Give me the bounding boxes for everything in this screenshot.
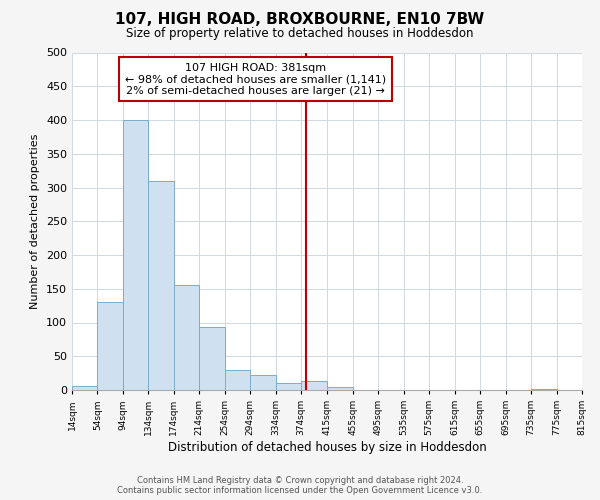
X-axis label: Distribution of detached houses by size in Hoddesdon: Distribution of detached houses by size … xyxy=(167,441,487,454)
Bar xyxy=(250,375,276,390)
Text: 107, HIGH ROAD, BROXBOURNE, EN10 7BW: 107, HIGH ROAD, BROXBOURNE, EN10 7BW xyxy=(115,12,485,28)
Bar xyxy=(97,302,123,390)
Bar xyxy=(174,286,199,390)
Bar xyxy=(328,386,353,390)
Bar xyxy=(301,380,328,390)
Bar xyxy=(225,370,250,390)
Text: Size of property relative to detached houses in Hoddesdon: Size of property relative to detached ho… xyxy=(126,28,474,40)
Text: Contains HM Land Registry data © Crown copyright and database right 2024.
Contai: Contains HM Land Registry data © Crown c… xyxy=(118,476,482,495)
Text: 107 HIGH ROAD: 381sqm
← 98% of detached houses are smaller (1,141)
2% of semi-de: 107 HIGH ROAD: 381sqm ← 98% of detached … xyxy=(125,62,386,96)
Bar xyxy=(199,327,225,390)
Bar xyxy=(123,120,148,390)
Y-axis label: Number of detached properties: Number of detached properties xyxy=(31,134,40,309)
Bar xyxy=(276,383,301,390)
Bar xyxy=(148,180,174,390)
Bar xyxy=(72,386,97,390)
